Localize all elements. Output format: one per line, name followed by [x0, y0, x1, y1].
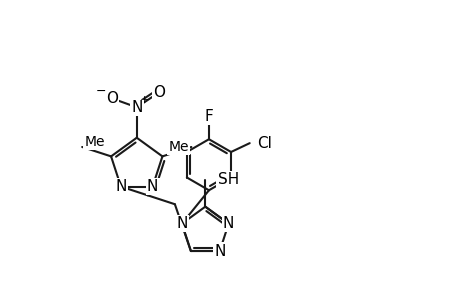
Text: N: N	[223, 216, 234, 231]
Text: F: F	[204, 109, 213, 124]
Text: Me: Me	[168, 140, 189, 154]
Text: O: O	[152, 85, 164, 100]
Text: N: N	[115, 179, 126, 194]
Text: N: N	[131, 100, 142, 115]
Text: N: N	[176, 216, 187, 231]
Text: N: N	[146, 179, 158, 194]
Text: −: −	[96, 85, 106, 98]
Text: N: N	[213, 244, 225, 259]
Text: Me: Me	[84, 135, 105, 149]
Text: +: +	[139, 95, 148, 105]
Text: SH: SH	[217, 172, 238, 187]
Text: O: O	[106, 91, 118, 106]
Text: Cl: Cl	[257, 136, 271, 151]
